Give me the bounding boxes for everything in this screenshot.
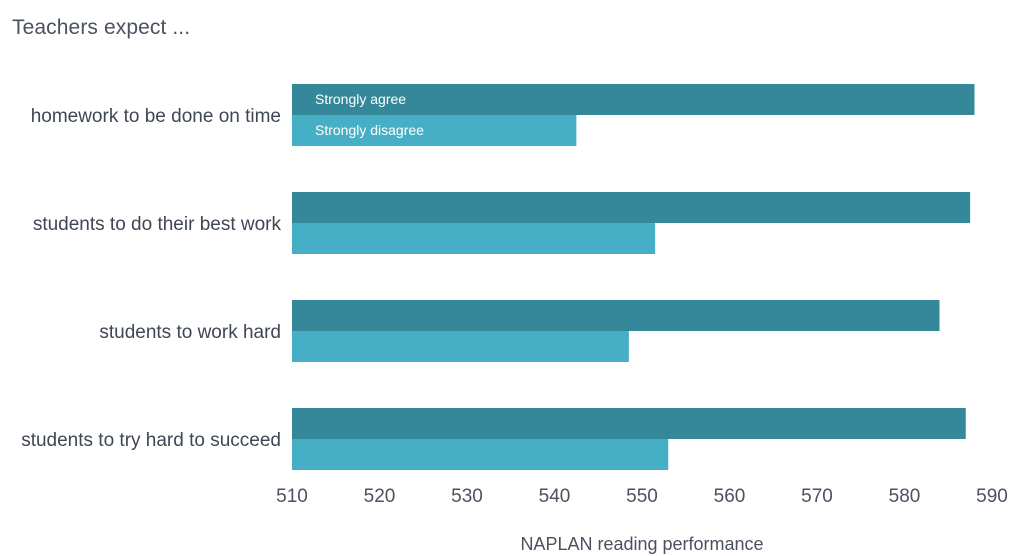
x-tick-label-550: 550 xyxy=(626,486,658,507)
bar-strongly-agree-3 xyxy=(292,408,966,439)
bar-strongly-agree-0 xyxy=(292,84,975,115)
x-tick-label-580: 580 xyxy=(889,486,921,507)
category-label-0: homework to be done on time xyxy=(31,106,281,127)
x-tick-label-590: 590 xyxy=(976,486,1008,507)
bar-strongly-agree-1 xyxy=(292,192,971,223)
legend: Strongly agree Strongly disagree xyxy=(315,91,424,138)
bar-strongly-agree-2 xyxy=(292,300,940,331)
x-axis-ticks: 510 520 530 540 550 560 570 580 590 xyxy=(276,486,1008,507)
x-tick-label-520: 520 xyxy=(364,486,396,507)
legend-item-strongly-disagree: Strongly disagree xyxy=(315,122,424,138)
bars-layer xyxy=(292,84,975,470)
bar-strongly-disagree-3 xyxy=(292,439,669,470)
bar-strongly-disagree-1 xyxy=(292,223,656,254)
bar-strongly-disagree-0 xyxy=(292,115,577,146)
legend-item-strongly-agree: Strongly agree xyxy=(315,91,406,107)
bar-strongly-disagree-2 xyxy=(292,331,629,362)
x-axis-title: NAPLAN reading performance xyxy=(520,534,763,554)
chart-title: Teachers expect ... xyxy=(12,16,191,39)
x-tick-label-570: 570 xyxy=(801,486,833,507)
category-label-1: students to do their best work xyxy=(33,214,282,235)
x-tick-label-510: 510 xyxy=(276,486,308,507)
category-label-2: students to work hard xyxy=(99,322,281,343)
x-tick-label-540: 540 xyxy=(539,486,571,507)
category-labels: homework to be done on time students to d… xyxy=(21,106,281,451)
x-tick-label-560: 560 xyxy=(714,486,746,507)
x-tick-label-530: 530 xyxy=(451,486,483,507)
category-label-3: students to try hard to succeed xyxy=(21,430,281,451)
